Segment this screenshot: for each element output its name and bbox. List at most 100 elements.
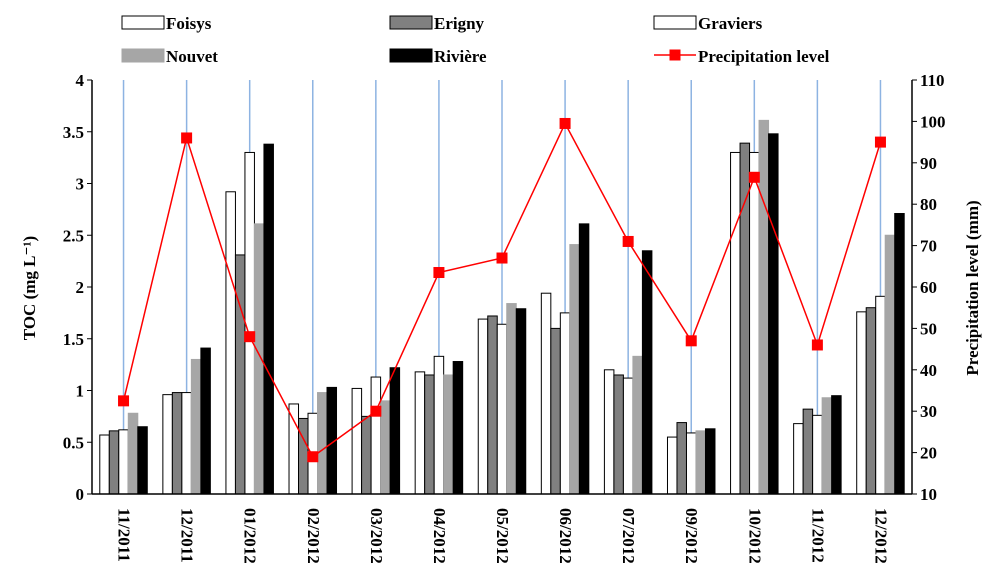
bar-nouvet [569, 244, 580, 495]
bar-nouvet [695, 430, 706, 495]
bar-erigny [108, 430, 120, 495]
y-tick-label: 2.5 [63, 226, 84, 245]
legend-swatch-marker [669, 49, 681, 61]
y-tick-label: 1.5 [63, 330, 84, 349]
bar-foisys [603, 369, 615, 495]
bar-nouvet [443, 374, 454, 495]
y-tick-label: 4 [76, 71, 85, 90]
bar-foisys [666, 436, 678, 495]
x-tick-label: 09/2012 [682, 508, 701, 564]
bar-rivire [200, 347, 211, 495]
bar-graviers [685, 432, 697, 495]
legend-item: Precipitation level [654, 47, 830, 66]
bar-rivire [389, 367, 401, 495]
y-tick-label: 2 [76, 278, 85, 297]
bar-erigny [865, 307, 877, 495]
legend-label: Nouvet [166, 47, 218, 66]
bar-nouvet [506, 303, 517, 495]
legend-label: Rivière [434, 47, 487, 66]
bar-erigny [550, 327, 561, 495]
y2-tick-label: 10 [920, 485, 937, 504]
x-tick-label: 06/2012 [556, 508, 575, 564]
right-tick-labels: 10 20 30 40 50 60 70 80 90 100 110 [920, 71, 946, 504]
bar-nouvet [380, 400, 391, 495]
legend-swatch [121, 15, 165, 30]
x-tick-label: 11/2011 [115, 508, 134, 562]
bar-nouvet [253, 223, 265, 495]
bar-rivire [515, 308, 527, 495]
x-tick-label: 12/2012 [871, 508, 890, 564]
bar-erigny [424, 374, 435, 495]
x-tick-label: 05/2012 [493, 508, 512, 564]
legend: Foisys Erigny Graviers Nouvet Rivière Precipi… [121, 14, 830, 66]
precipitation-line [118, 117, 886, 463]
bar-graviers [875, 295, 886, 495]
bar-graviers [433, 355, 445, 495]
x-tick-label: 07/2012 [619, 508, 638, 564]
bar-graviers [812, 414, 823, 495]
bar-erigny [487, 315, 498, 495]
precipitation-marker [244, 331, 256, 343]
axes [87, 79, 917, 495]
bar-foisys [730, 151, 741, 495]
legend-swatch [121, 48, 165, 63]
x-tick-label: 02/2012 [304, 508, 323, 564]
y2-tick-label: 60 [920, 278, 937, 297]
y-tick-label: 1 [76, 382, 85, 401]
y2-tick-label: 110 [920, 71, 945, 90]
legend-label: Graviers [698, 14, 763, 33]
bar-rivire [704, 428, 716, 495]
precipitation-marker [811, 339, 823, 351]
x-tick-label: 10/2012 [745, 508, 764, 564]
y2-tick-label: 70 [920, 237, 937, 256]
bar-graviers [622, 377, 634, 495]
precipitation-marker [748, 171, 760, 183]
bar-graviers [118, 429, 129, 495]
y-tick-label: 0 [76, 485, 85, 504]
y-axis-title: TOC (mg L⁻¹) [20, 236, 39, 340]
precipitation-marker [559, 117, 571, 129]
bar-erigny [802, 408, 814, 495]
legend-swatch [389, 48, 433, 63]
bar-rivire [831, 395, 842, 495]
y-tick-label: 0.5 [63, 433, 84, 452]
bar-erigny [298, 417, 309, 495]
precipitation-marker [307, 451, 319, 463]
bar-rivire [452, 361, 464, 495]
bar-nouvet [127, 412, 139, 495]
legend-item: Graviers [653, 14, 763, 33]
bar-erigny [676, 422, 687, 495]
bar-erigny [613, 374, 624, 495]
bar-erigny [361, 415, 372, 495]
bar-rivire [768, 133, 779, 495]
bar-graviers [496, 323, 508, 495]
legend-label: Foisys [166, 14, 212, 33]
x-tick-label: 11/2012 [808, 508, 827, 563]
y2-tick-label: 20 [920, 444, 937, 463]
legend-label: Erigny [434, 14, 485, 33]
precipitation-marker [433, 267, 445, 279]
precipitation-marker [874, 136, 886, 148]
bar-erigny [739, 142, 751, 495]
precipitation-marker [496, 252, 508, 264]
y2-tick-label: 40 [920, 361, 937, 380]
legend-item: Foisys [121, 14, 212, 33]
bar-rivire [263, 143, 274, 495]
y-tick-label: 3.5 [63, 123, 84, 142]
bar-nouvet [632, 355, 643, 495]
x-tick-label: 12/2011 [178, 508, 197, 563]
bar-graviers [181, 392, 192, 495]
bar-rivire [578, 223, 590, 495]
bar-graviers [244, 151, 255, 495]
y2-tick-label: 100 [920, 112, 946, 131]
bar-rivire [894, 213, 905, 495]
legend-label: Precipitation level [698, 47, 830, 66]
y2-tick-label: 90 [920, 154, 937, 173]
legend-item: Nouvet [121, 47, 218, 66]
bar-graviers [370, 376, 382, 495]
precipitation-marker [685, 335, 697, 347]
bar-foisys [414, 371, 426, 495]
legend-item: Erigny [389, 14, 485, 33]
bar-rivire [641, 250, 653, 495]
bar-nouvet [190, 358, 202, 495]
